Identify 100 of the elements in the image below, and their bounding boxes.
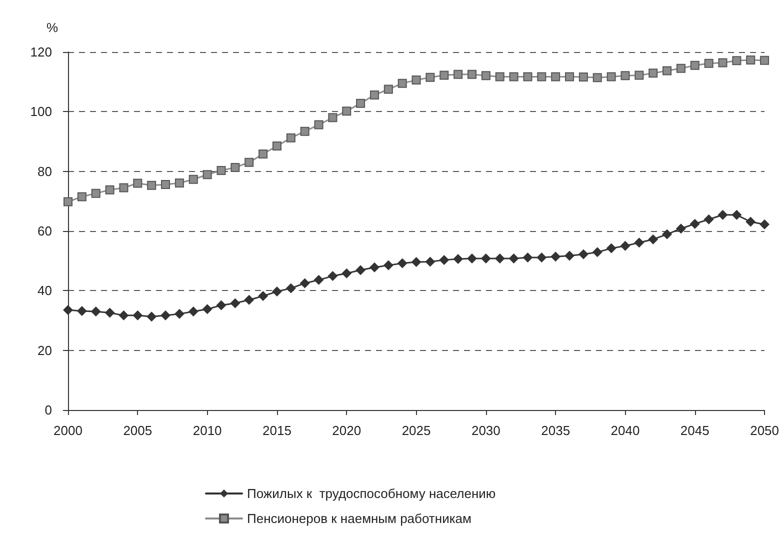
point — [536, 252, 547, 263]
legend-label: Пенсионеров к наемным работникам — [247, 511, 472, 526]
point — [342, 268, 352, 278]
point — [384, 84, 393, 94]
point — [662, 229, 672, 240]
x-tick-label: 2020 — [332, 423, 362, 438]
point — [91, 188, 100, 198]
point — [188, 174, 198, 184]
point — [244, 294, 254, 305]
point — [230, 162, 240, 172]
point — [662, 66, 672, 76]
point — [676, 64, 686, 73]
point — [188, 306, 198, 317]
x-tick-label: 2030 — [471, 423, 500, 438]
point — [676, 224, 686, 234]
point — [118, 310, 129, 320]
point — [704, 58, 714, 68]
point — [216, 166, 226, 175]
point — [76, 306, 87, 316]
point — [606, 72, 616, 82]
point — [230, 298, 240, 308]
point — [104, 308, 115, 318]
point — [746, 56, 756, 65]
point — [495, 72, 504, 82]
y-tick-label: 80 — [38, 164, 52, 179]
point — [550, 252, 561, 262]
point — [369, 262, 380, 272]
point — [161, 180, 170, 189]
point — [314, 120, 324, 130]
point — [522, 252, 533, 263]
point — [466, 253, 477, 264]
point — [286, 283, 296, 294]
point — [509, 72, 518, 82]
x-tick-label: 2015 — [262, 423, 292, 438]
point — [537, 72, 546, 82]
point — [440, 70, 449, 80]
point — [216, 300, 226, 310]
point — [202, 170, 212, 180]
point — [551, 72, 560, 82]
point — [732, 56, 742, 66]
point — [760, 219, 770, 230]
point — [133, 178, 142, 188]
point — [732, 210, 742, 220]
point — [397, 258, 408, 268]
point — [425, 256, 436, 267]
y-tick-label: 40 — [38, 283, 52, 298]
point — [160, 310, 171, 320]
point — [494, 253, 505, 264]
point — [411, 257, 422, 268]
point — [258, 150, 268, 159]
y-axis-title: % — [46, 20, 58, 35]
y-tick-label: 120 — [30, 44, 52, 60]
point — [272, 141, 282, 150]
point — [578, 72, 588, 82]
point — [578, 249, 588, 260]
x-tick-label: 2005 — [123, 423, 152, 438]
point — [412, 76, 421, 85]
point — [564, 250, 575, 261]
point — [480, 253, 491, 264]
point — [383, 260, 394, 270]
point — [314, 274, 324, 285]
point — [592, 73, 602, 82]
point — [272, 286, 282, 297]
point — [328, 113, 338, 122]
point — [523, 72, 532, 82]
point — [592, 247, 602, 258]
legend-label: Пожилых к трудоспособному населению — [247, 486, 496, 501]
point — [119, 183, 128, 192]
point — [370, 90, 379, 100]
point — [356, 265, 366, 276]
point — [439, 254, 450, 265]
y-tick-label: 20 — [38, 342, 52, 358]
x-tick-label: 2045 — [680, 423, 710, 438]
x-tick-label: 2040 — [610, 423, 640, 438]
x-tick-label: 2000 — [54, 423, 82, 438]
point — [690, 218, 700, 229]
point — [244, 158, 254, 167]
point — [64, 197, 72, 206]
point — [258, 291, 268, 302]
point — [565, 72, 574, 82]
point — [105, 185, 114, 194]
point — [63, 305, 73, 316]
point — [620, 240, 630, 251]
point — [508, 253, 519, 264]
point — [174, 308, 184, 319]
y-tick-label: 60 — [38, 224, 52, 238]
point — [300, 278, 310, 288]
point — [467, 70, 476, 79]
point — [481, 71, 490, 80]
point — [147, 180, 156, 190]
point — [718, 58, 728, 68]
point — [620, 71, 630, 80]
point — [690, 60, 700, 70]
point — [174, 178, 184, 188]
point — [328, 271, 338, 282]
point — [648, 234, 658, 244]
point — [300, 126, 310, 136]
y-tick-label: 100 — [30, 104, 52, 120]
point — [648, 68, 658, 78]
point — [760, 56, 770, 65]
